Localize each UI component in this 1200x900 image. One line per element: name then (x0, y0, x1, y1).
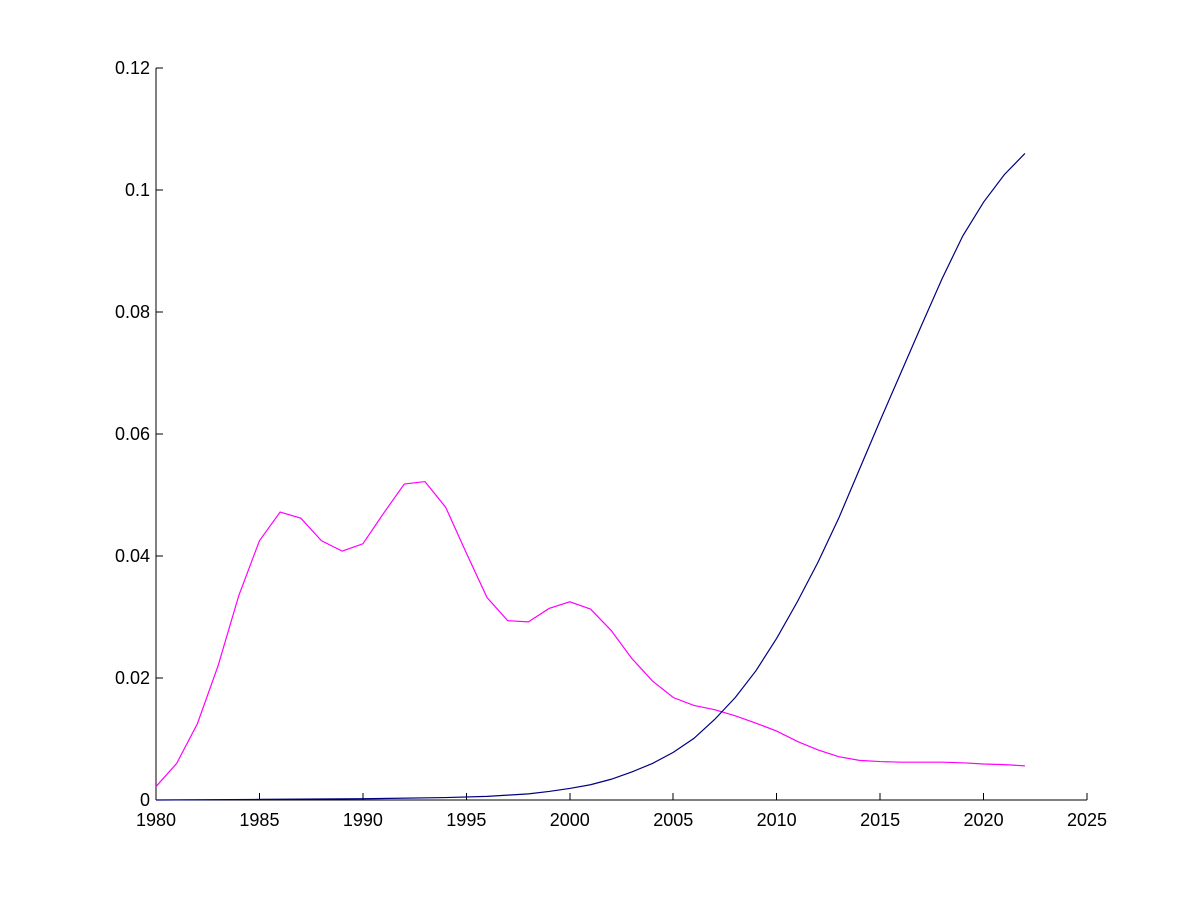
series-line-navy (155, 152, 1026, 801)
x-tick-label: 2010 (757, 810, 797, 830)
y-tick-label: 0.06 (115, 424, 150, 444)
y-tick-label: 0 (140, 790, 150, 810)
y-tick-label: 0.12 (115, 58, 150, 78)
x-tick-label: 2025 (1067, 810, 1107, 830)
x-tick-label: 2015 (860, 810, 900, 830)
x-tick-label: 1995 (446, 810, 486, 830)
x-tick-label: 2000 (550, 810, 590, 830)
y-tick-label: 0.08 (115, 302, 150, 322)
y-tick-label: 0.02 (115, 668, 150, 688)
plot-area: 1980 1985 1990 1995 2000 2005 2010 2015 2020 2025… (115, 58, 1107, 830)
y-tick-label: 0.1 (125, 180, 150, 200)
x-tick-label: 2005 (653, 810, 693, 830)
x-tick-label: 1990 (343, 810, 383, 830)
series-line-magenta (155, 480, 1025, 787)
y-tick-label: 0.04 (115, 546, 150, 566)
x-tick-label: 1980 (136, 810, 176, 830)
x-tick-label: 1985 (239, 810, 279, 830)
x-tick-label: 2020 (964, 810, 1004, 830)
